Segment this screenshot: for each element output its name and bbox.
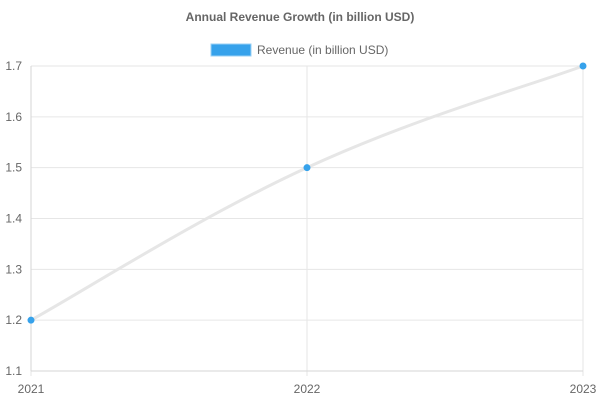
y-tick-label: 1.2 — [5, 313, 22, 327]
grid — [30, 65, 584, 376]
legend-label-revenue: Revenue (in billion USD) — [257, 43, 388, 57]
chart-title: Annual Revenue Growth (in billion USD) — [186, 10, 415, 24]
tick-labels: 1.1 1.2 1.3 1.4 1.5 1.6 1.7 2021 2022 2023 — [5, 59, 596, 396]
legend-swatch — [210, 43, 252, 57]
x-tick-label: 2023 — [570, 382, 597, 396]
data-point-2023[interactable] — [579, 62, 587, 70]
data-point-2022[interactable] — [303, 164, 311, 172]
y-tick-label: 1.7 — [5, 59, 22, 73]
y-tick-label: 1.3 — [5, 262, 22, 276]
y-tick-label: 1.6 — [5, 110, 22, 124]
data-point-2021[interactable] — [27, 316, 35, 324]
series-revenue — [27, 62, 587, 324]
y-tick-label: 1.5 — [5, 161, 22, 175]
x-tick-label: 2022 — [294, 382, 321, 396]
legend[interactable]: Revenue (in billion USD) — [210, 43, 388, 57]
y-tick-label: 1.1 — [5, 364, 22, 378]
y-tick-label: 1.4 — [5, 212, 22, 226]
x-tick-label: 2021 — [18, 382, 45, 396]
